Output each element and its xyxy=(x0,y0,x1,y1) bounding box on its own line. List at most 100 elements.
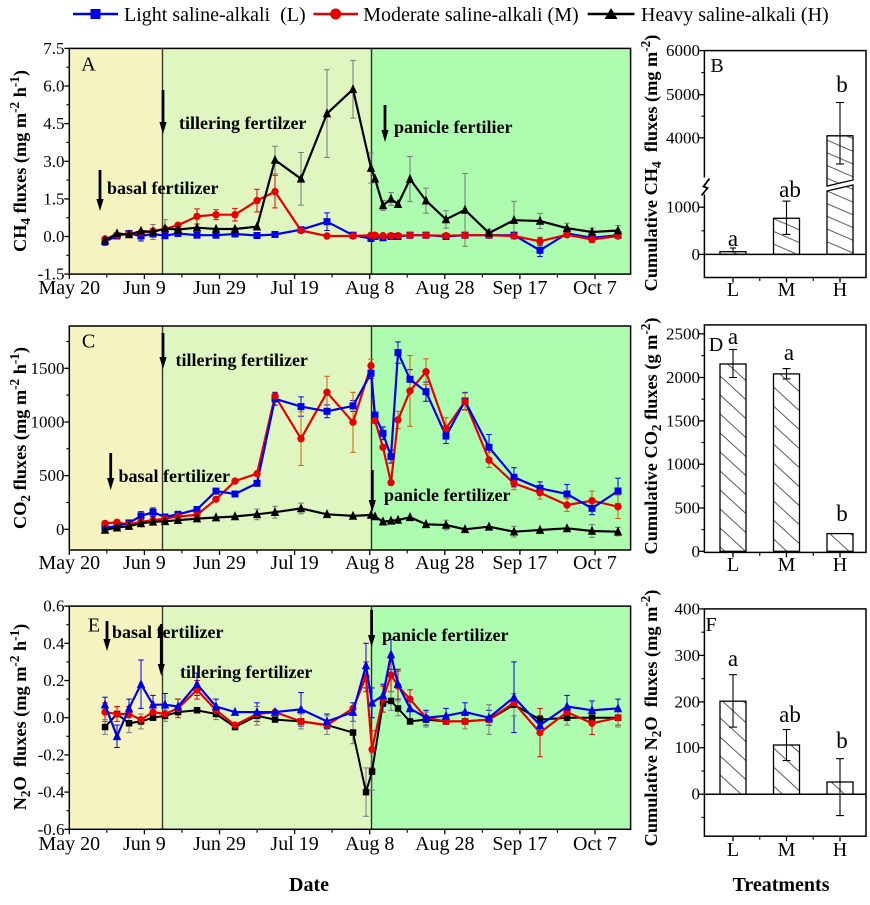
svg-text:panicle fertilizer: panicle fertilizer xyxy=(382,625,508,645)
svg-text:6000: 6000 xyxy=(666,41,700,60)
svg-text:0.2: 0.2 xyxy=(43,671,64,690)
svg-text:N2O fluxes (mg m-2 h-1): N2O fluxes (mg m-2 h-1) xyxy=(7,624,33,811)
svg-text:-1.5: -1.5 xyxy=(38,265,65,284)
svg-text:500: 500 xyxy=(675,499,701,518)
svg-text:-0.4: -0.4 xyxy=(38,783,65,802)
svg-text:Cumulative CO2 fluxes (g m-2): Cumulative CO2 fluxes (g m-2) xyxy=(638,318,664,555)
svg-text:0.6: 0.6 xyxy=(43,597,64,616)
svg-text:ab: ab xyxy=(779,702,801,727)
svg-text:0.4: 0.4 xyxy=(43,634,65,653)
svg-text:A: A xyxy=(81,54,96,76)
svg-text:0: 0 xyxy=(692,785,701,804)
svg-text:Jul 19: Jul 19 xyxy=(270,833,318,855)
svg-text:4000: 4000 xyxy=(666,128,700,147)
svg-text:H: H xyxy=(833,279,847,301)
svg-text:1500: 1500 xyxy=(31,359,65,378)
svg-text:E: E xyxy=(88,615,100,637)
svg-text:D: D xyxy=(709,334,723,356)
svg-text:4.5: 4.5 xyxy=(43,114,64,133)
svg-text:6.0: 6.0 xyxy=(43,77,64,96)
svg-text:Cumulative N2O fluxes (mg m-2: Cumulative N2O fluxes (mg m-2) xyxy=(638,590,664,847)
svg-text:Sep 17: Sep 17 xyxy=(492,833,547,855)
svg-text:b: b xyxy=(836,728,848,753)
svg-text:Sep 17: Sep 17 xyxy=(492,277,547,299)
svg-text:1.5: 1.5 xyxy=(43,189,64,208)
svg-text:basal fertilizer: basal fertilizer xyxy=(112,622,223,642)
svg-text:Jun 29: Jun 29 xyxy=(193,277,246,299)
svg-text:May 20: May 20 xyxy=(38,552,100,574)
svg-text:Aug 8: Aug 8 xyxy=(345,833,394,855)
svg-text:B: B xyxy=(710,55,723,77)
svg-text:H: H xyxy=(833,839,847,861)
svg-text:b: b xyxy=(836,72,848,97)
svg-text:-0.6: -0.6 xyxy=(38,820,65,839)
svg-text:0: 0 xyxy=(692,245,701,264)
svg-text:L: L xyxy=(727,839,739,861)
svg-text:0.0: 0.0 xyxy=(43,227,64,246)
svg-text:Jun 9: Jun 9 xyxy=(123,833,166,855)
svg-text:-0.2: -0.2 xyxy=(38,745,65,764)
svg-text:L: L xyxy=(727,279,739,301)
svg-text:Heavy saline-alkali (H): Heavy saline-alkali (H) xyxy=(641,4,829,26)
svg-text:7.5: 7.5 xyxy=(43,39,64,58)
svg-text:CO2 fluxes (mg m-2 h-1): CO2 fluxes (mg m-2 h-1) xyxy=(7,347,33,529)
svg-text:M: M xyxy=(778,839,796,861)
svg-text:Light saline-alkali (L): Light saline-alkali (L) xyxy=(124,4,306,26)
svg-text:1000: 1000 xyxy=(666,198,700,217)
svg-text:Treatments: Treatments xyxy=(732,874,829,896)
svg-text:tillering fertilizer: tillering fertilizer xyxy=(176,350,308,370)
svg-text:basal fertilizer: basal fertilizer xyxy=(107,178,218,198)
svg-text:a: a xyxy=(728,226,738,251)
svg-text:100: 100 xyxy=(675,738,701,757)
svg-text:5000: 5000 xyxy=(666,85,700,104)
svg-text:Jul 19: Jul 19 xyxy=(270,277,318,299)
svg-text:Aug 8: Aug 8 xyxy=(345,552,394,574)
svg-text:Oct 7: Oct 7 xyxy=(573,552,617,574)
svg-text:2500: 2500 xyxy=(666,324,700,343)
svg-text:a: a xyxy=(728,646,738,671)
svg-text:M: M xyxy=(778,279,796,301)
svg-text:Jun 9: Jun 9 xyxy=(123,552,166,574)
svg-text:C: C xyxy=(82,331,95,353)
svg-text:Sep 17: Sep 17 xyxy=(492,552,547,574)
svg-text:300: 300 xyxy=(675,646,701,665)
svg-text:Date: Date xyxy=(289,874,329,896)
svg-text:CH4 fluxes (mg m-2 h-1): CH4 fluxes (mg m-2 h-1) xyxy=(7,70,33,252)
svg-text:Aug 28: Aug 28 xyxy=(415,552,474,574)
svg-text:May 20: May 20 xyxy=(38,833,100,855)
svg-text:May 20: May 20 xyxy=(38,277,100,299)
svg-text:500: 500 xyxy=(39,466,65,485)
svg-text:Oct 7: Oct 7 xyxy=(573,277,617,299)
svg-text:1000: 1000 xyxy=(31,413,65,432)
svg-text:Jun 29: Jun 29 xyxy=(193,552,246,574)
svg-text:Cumulative CH4 fluxes (mg m-2: Cumulative CH4 fluxes (mg m-2) xyxy=(638,35,664,292)
svg-text:tillering fertilzer: tillering fertilzer xyxy=(179,113,306,133)
svg-text:0.0: 0.0 xyxy=(43,708,64,727)
svg-text:400: 400 xyxy=(675,599,701,618)
svg-text:panicle fertilizer: panicle fertilizer xyxy=(384,485,510,505)
svg-text:Aug 28: Aug 28 xyxy=(415,833,474,855)
svg-text:Jun 29: Jun 29 xyxy=(193,833,246,855)
svg-text:H: H xyxy=(833,554,847,576)
svg-text:Aug 8: Aug 8 xyxy=(345,277,394,299)
svg-text:a: a xyxy=(784,340,794,365)
svg-text:Moderate saline-alkali (M): Moderate saline-alkali (M) xyxy=(363,4,578,26)
svg-text:F: F xyxy=(705,614,716,636)
svg-text:Oct 7: Oct 7 xyxy=(573,833,617,855)
svg-text:b: b xyxy=(836,501,848,526)
svg-text:a: a xyxy=(728,324,738,349)
svg-text:1000: 1000 xyxy=(666,455,700,474)
svg-text:Aug 28: Aug 28 xyxy=(415,277,474,299)
svg-text:200: 200 xyxy=(675,692,701,711)
svg-text:basal fertilizer: basal fertilizer xyxy=(119,466,230,486)
svg-text:0: 0 xyxy=(56,520,65,539)
svg-text:2000: 2000 xyxy=(666,368,700,387)
svg-text:M: M xyxy=(778,554,796,576)
svg-text:Jun 9: Jun 9 xyxy=(123,277,166,299)
svg-text:Jul 19: Jul 19 xyxy=(270,552,318,574)
svg-text:1500: 1500 xyxy=(666,411,700,430)
svg-text:3.0: 3.0 xyxy=(43,152,64,171)
svg-text:panicle fertilier: panicle fertilier xyxy=(394,117,512,137)
svg-text:0: 0 xyxy=(692,542,701,561)
svg-text:tillering fertilizer: tillering fertilizer xyxy=(180,662,312,682)
